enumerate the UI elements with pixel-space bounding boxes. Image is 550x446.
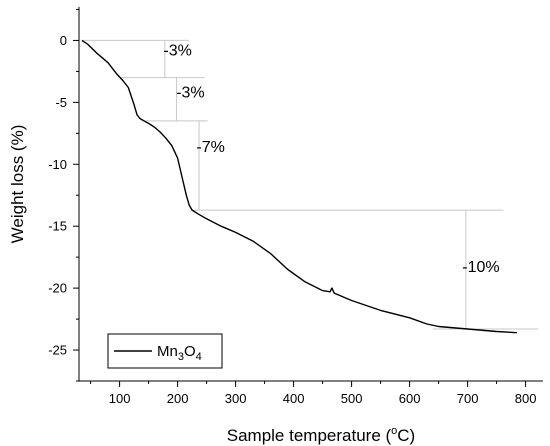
y-tick-label: -10 <box>48 157 67 172</box>
x-tick-label: 500 <box>341 391 363 406</box>
series-line-0 <box>81 39 517 334</box>
x-tick-label: 300 <box>225 391 247 406</box>
y-tick-label: -20 <box>48 281 67 296</box>
x-tick-label: 200 <box>167 391 189 406</box>
x-tick-label: 400 <box>283 391 305 406</box>
y-tick-label: -25 <box>48 343 67 358</box>
annotation-label: -10% <box>462 259 499 276</box>
annotation-label: -3% <box>163 42 191 59</box>
annotation-label: -3% <box>176 84 204 101</box>
annotations: -3% -3% -7% -10% <box>163 42 499 276</box>
x-tick-label: 700 <box>457 391 479 406</box>
axis-titles: Sample temperature (oC) Weight loss (%) <box>8 125 415 445</box>
annotation-label: -7% <box>196 139 224 156</box>
legend: Mn3O4 <box>107 333 223 369</box>
y-tick-label: -5 <box>55 95 67 110</box>
y-tick-label: 0 <box>60 33 67 48</box>
axes: 100 200 300 400 500 600 700 800 0 -5 -10 -15 -20 -25 <box>48 7 543 406</box>
y-tick-label: -15 <box>48 219 67 234</box>
series-layer <box>81 39 517 334</box>
legend-label: Mn3O4 <box>157 343 202 363</box>
x-tick-label: 600 <box>399 391 421 406</box>
y-axis-title: Weight loss (%) <box>8 125 27 244</box>
x-tick-label: 100 <box>109 391 131 406</box>
reference-lines <box>81 39 539 330</box>
x-axis-title: Sample temperature (oC) <box>227 425 415 445</box>
x-tick-label: 800 <box>515 391 537 406</box>
